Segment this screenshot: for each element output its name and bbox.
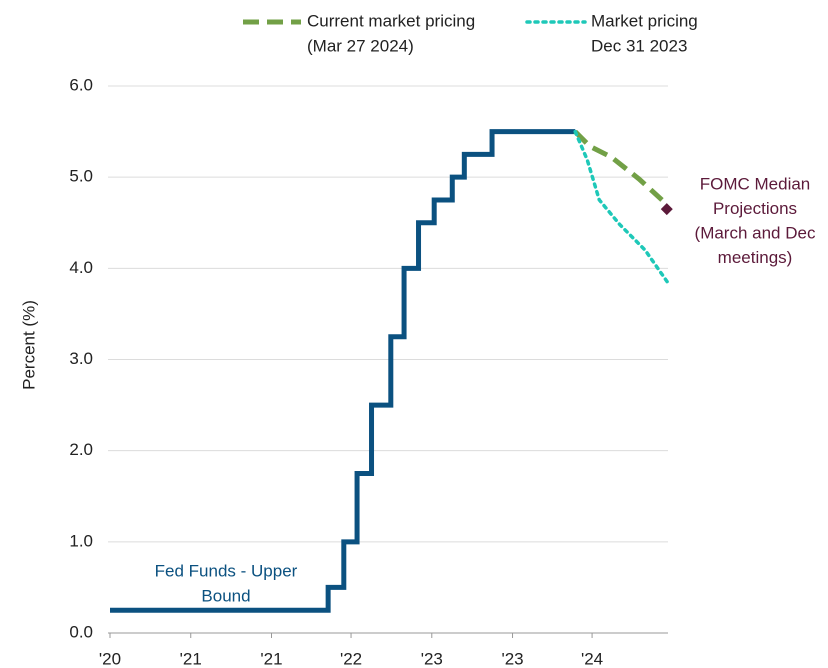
marker-annotation: Projections	[713, 199, 797, 218]
x-tick-label: '21	[180, 649, 202, 668]
series-annotation: Bound	[201, 586, 250, 605]
legend-label: Dec 31 2023	[591, 36, 687, 55]
fomc-marker	[660, 203, 673, 216]
marker-annotation: meetings)	[718, 248, 793, 267]
y-tick-label: 0.0	[69, 622, 93, 641]
y-tick-label: 5.0	[69, 167, 93, 186]
y-axis-label: Percent (%)	[19, 300, 38, 390]
series-line	[573, 129, 670, 285]
x-tick-label: '20	[99, 649, 121, 668]
y-tick-label: 6.0	[69, 75, 93, 94]
y-tick-label: 1.0	[69, 531, 93, 550]
x-tick-label: '22	[340, 649, 362, 668]
y-tick-label: 3.0	[69, 349, 93, 368]
y-tick-label: 2.0	[69, 440, 93, 459]
x-tick-label: '23	[501, 649, 523, 668]
legend-label: Market pricing	[591, 11, 698, 30]
legend-label: Current market pricing	[307, 11, 475, 30]
y-tick-label: 4.0	[69, 258, 93, 277]
series-line	[573, 129, 664, 202]
x-tick-label: '23	[421, 649, 443, 668]
series-line	[110, 129, 576, 613]
legend-label: (Mar 27 2024)	[307, 36, 414, 55]
series-annotation: Fed Funds - Upper	[155, 561, 298, 580]
x-tick-label: '24	[581, 649, 603, 668]
x-tick-label: '21	[260, 649, 282, 668]
marker-annotation: FOMC Median	[700, 174, 811, 193]
marker-annotation: (March and Dec	[695, 223, 816, 242]
